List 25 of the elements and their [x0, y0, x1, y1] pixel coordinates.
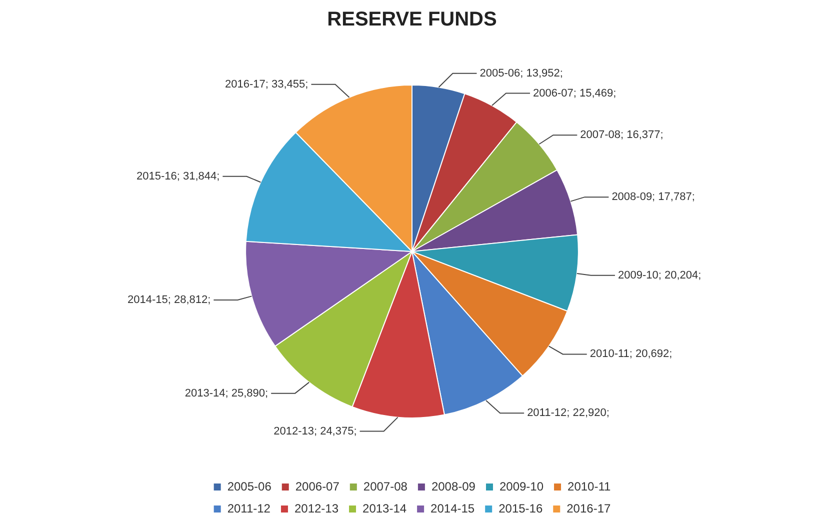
legend-label: 2014-15	[430, 501, 475, 516]
legend-label: 2008-09	[431, 479, 476, 494]
legend-label: 2007-08	[363, 479, 408, 494]
data-label: 2008-09; 17,787;	[612, 191, 695, 204]
legend-label: 2016-17	[566, 501, 611, 516]
legend-label: 2010-11	[568, 479, 611, 494]
data-label: 2011-12; 22,920;	[527, 407, 610, 420]
legend-label: 2015-16	[498, 501, 543, 516]
legend-label: 2011-12	[227, 501, 271, 516]
legend-label: 2012-13	[294, 501, 339, 516]
legend-label: 2013-14	[362, 501, 407, 516]
data-label: 2015-16; 31,844;	[136, 170, 220, 182]
legend-label: 2009-10	[499, 479, 544, 494]
legend-label: 2005-06	[227, 479, 272, 494]
data-label: 2013-14; 25,890;	[184, 387, 268, 400]
data-label: 2007-08; 16,377;	[580, 129, 664, 142]
data-label: 2006-07; 15,469;	[532, 87, 616, 100]
legend-label: 2006-07	[295, 479, 340, 494]
data-label: 2014-15; 28,812;	[127, 294, 211, 306]
data-label: 2012-13; 24,375;	[274, 425, 357, 438]
chart-title: RESERVE FUNDS	[327, 8, 497, 31]
data-label: 2010-11; 20,692;	[590, 348, 672, 360]
data-label: 2009-10; 20,204;	[618, 269, 702, 282]
data-label: 2005-06; 13,952;	[480, 67, 563, 80]
data-label: 2016-17; 33,455;	[225, 78, 308, 90]
